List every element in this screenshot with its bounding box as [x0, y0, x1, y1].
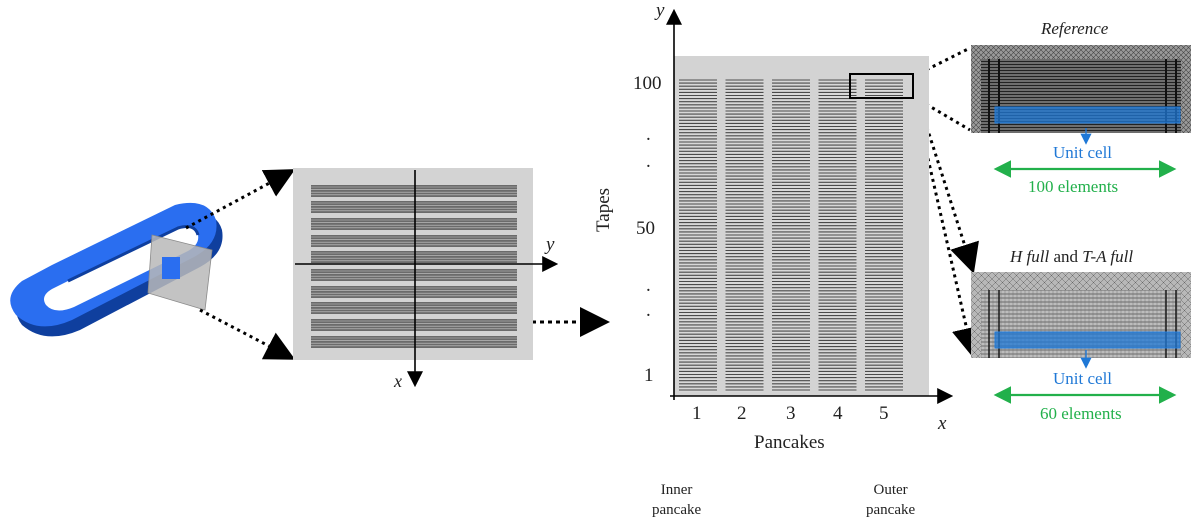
section-pancake-row [311, 286, 517, 298]
y-tick-label: . [646, 275, 651, 296]
y-tick-label: . [646, 151, 651, 172]
full-title-ta: T-A full [1082, 247, 1134, 266]
coil-diagram [10, 202, 223, 337]
section-pancake-row [311, 269, 517, 281]
section-pancake-row [311, 185, 517, 197]
reference-mesh [971, 45, 1191, 133]
x-tick-label: 2 [737, 403, 747, 424]
x-tick-label: 3 [786, 403, 796, 424]
pancake-column [725, 79, 764, 392]
y-tick-label: . [646, 300, 651, 321]
section-y-axis-label: y [546, 234, 555, 255]
reference-title: Reference [1041, 19, 1109, 38]
section-x-axis-label: x [394, 371, 402, 391]
pancake-columns [679, 79, 903, 392]
pancake-column [865, 79, 903, 392]
section-pancake-row [311, 319, 517, 331]
inner-pancake-label: Inner pancake [652, 482, 702, 518]
reference-unit-cell-label: Unit cell [1053, 143, 1113, 162]
reference-arrows [993, 128, 1177, 178]
y-tick-label: 1 [644, 365, 654, 386]
section-pancake-row [311, 302, 517, 314]
full-unit-cell-band [994, 331, 1181, 349]
plot-ylabel: Tapes [593, 187, 614, 232]
plot-xlabel: Pancakes [754, 432, 825, 453]
y-tick-label: 50 [636, 218, 655, 239]
section-axes [295, 170, 559, 388]
full-elements-label: 60 elements [1040, 404, 1122, 423]
full-unit-cell-label: Unit cell [1053, 369, 1113, 388]
section-pancake-row [311, 201, 517, 213]
full-title: H full and T-A full [1010, 247, 1133, 267]
section-pancake-row [311, 251, 517, 263]
plot-x-axis-label: x [938, 413, 947, 434]
pancake-column [679, 79, 717, 392]
plot-y-axis-label: y [656, 0, 665, 21]
full-mesh [971, 272, 1191, 358]
zoom-box [849, 73, 914, 99]
x-tick-label: 1 [692, 403, 702, 424]
reference-unit-cell-band [994, 106, 1181, 124]
section-pancake-row [311, 336, 517, 348]
pancake-column [772, 79, 810, 392]
reference-elements-label: 100 elements [1028, 177, 1119, 196]
full-title-and: and [1049, 247, 1083, 266]
full-title-h: H full [1010, 247, 1050, 266]
pancake-column [818, 79, 857, 392]
full-arrows [993, 350, 1177, 404]
x-tick-label: 5 [879, 403, 889, 424]
x-tick-label: 4 [833, 403, 843, 424]
y-tick-label: 100 [633, 73, 662, 94]
pancake-plot [666, 8, 954, 404]
section-pancake-row [311, 218, 517, 230]
y-tick-label: . [646, 124, 651, 145]
outer-pancake-label: Outer pancake [866, 482, 916, 518]
section-pancake-row [311, 235, 517, 247]
section-tape-rows [311, 185, 517, 348]
